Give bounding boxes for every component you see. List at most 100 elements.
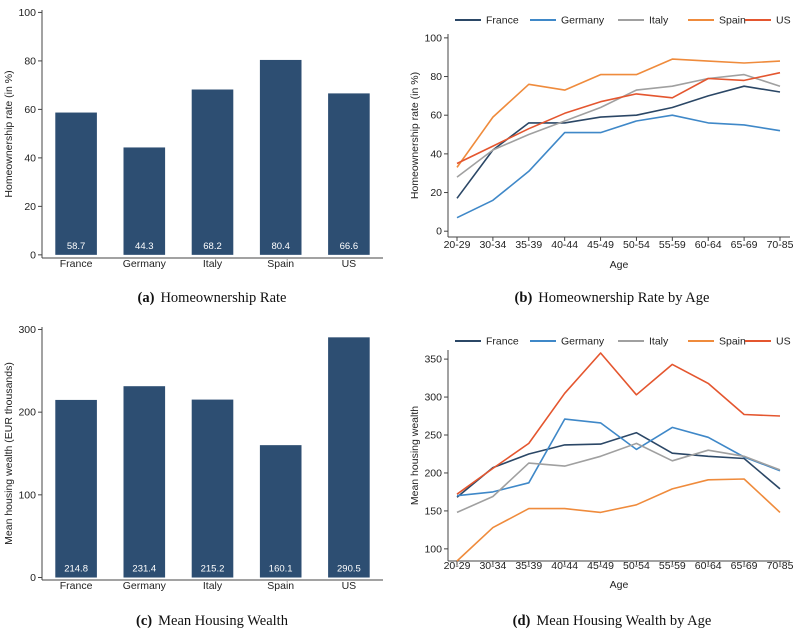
- y-tick-label: 40: [430, 148, 442, 160]
- legend-label-us: US: [776, 336, 791, 348]
- y-axis-label: Homeownership rate (in %): [3, 70, 15, 197]
- x-axis-label: Age: [610, 259, 629, 271]
- x-tick-label: Italy: [203, 580, 223, 592]
- x-tick-label: US: [342, 258, 357, 270]
- caption-letter: (c): [136, 613, 152, 629]
- y-tick-label: 300: [18, 324, 36, 336]
- y-axis-label: Mean housing wealth: [409, 406, 421, 505]
- legend-label-spain: Spain: [719, 15, 746, 27]
- legend-label-italy: Italy: [649, 336, 669, 348]
- bar-italy: [191, 89, 234, 255]
- bar-us: [328, 93, 370, 255]
- panel-mean-housing-wealth-by-age: 100 150 200 250 300 350 Mean housing wealth 20-…: [409, 336, 794, 630]
- x-tick-label: 20-29: [444, 239, 471, 251]
- series-line-italy: [456, 73, 781, 178]
- x-axis-label: Age: [610, 579, 629, 591]
- caption-text: Homeownership Rate: [160, 290, 286, 306]
- y-tick-label: 20: [24, 201, 36, 213]
- x-tick-label: Spain: [267, 580, 294, 592]
- caption: (b) Homeownership Rate by Age: [515, 290, 710, 306]
- y-tick-label: 100: [18, 7, 36, 19]
- caption-text: Mean Housing Wealth: [158, 613, 289, 629]
- y-tick-label: 0: [30, 572, 36, 584]
- bar-value-label: 215.2: [201, 564, 225, 575]
- caption-letter: (a): [138, 290, 155, 306]
- y-tick-label: 350: [424, 354, 442, 366]
- x-tick-label: Italy: [203, 258, 223, 270]
- x-tick-label: 50-54: [623, 239, 650, 251]
- bar-spain: [259, 59, 302, 255]
- bar-value-label: 68.2: [203, 241, 222, 252]
- y-tick-label: 200: [424, 467, 442, 479]
- caption-letter: (b): [515, 290, 533, 306]
- legend-label-germany: Germany: [561, 336, 605, 348]
- bar-value-label: 80.4: [271, 241, 290, 252]
- x-tick-label: 35-39: [515, 560, 542, 572]
- caption: (c) Mean Housing Wealth: [136, 613, 289, 629]
- panel-homeownership-rate-by-age: 0 20 40 60 80 100 Homeownership rate (in %) 20-…: [409, 15, 794, 307]
- bar-value-label: 231.4: [132, 564, 156, 575]
- y-tick-label: 100: [424, 543, 442, 555]
- series-line-us: [456, 352, 781, 495]
- x-tick-label: 40-44: [551, 560, 578, 572]
- x-tick-label: 65-69: [731, 560, 758, 572]
- x-tick-label: Germany: [123, 258, 167, 270]
- x-tick-label: France: [60, 258, 93, 270]
- y-axis-label: Homeownership rate (in %): [409, 72, 421, 199]
- y-tick-label: 0: [30, 249, 36, 261]
- series-line-us: [456, 71, 781, 165]
- series-line-france: [456, 85, 781, 199]
- y-tick-label: 60: [24, 104, 36, 116]
- bar-spain: [259, 445, 302, 578]
- series-line-spain: [456, 58, 781, 168]
- caption-text: Mean Housing Wealth by Age: [536, 613, 711, 629]
- y-tick-label: 250: [424, 430, 442, 442]
- legend-label-italy: Italy: [649, 15, 669, 27]
- bar-value-label: 58.7: [67, 241, 86, 252]
- bar-germany: [123, 147, 166, 255]
- x-tick-label: France: [60, 580, 93, 592]
- series-line-spain: [456, 478, 781, 562]
- x-tick-label: 70-85: [767, 239, 794, 251]
- x-tick-label: 45-49: [587, 560, 614, 572]
- bar-france: [55, 399, 97, 578]
- caption-letter: (d): [513, 613, 531, 629]
- series-line-germany: [456, 114, 781, 219]
- x-tick-label: 20-29: [444, 560, 471, 572]
- series-line-italy: [456, 442, 781, 514]
- panel-homeownership-rate: 0 20 40 60 80 100 Homeownership rate (in %) 58.…: [3, 7, 383, 306]
- bar-value-label: 160.1: [269, 564, 293, 575]
- legend-label-us: US: [776, 15, 791, 27]
- y-tick-label: 300: [424, 392, 442, 404]
- bar-germany: [123, 386, 166, 578]
- bar-value-label: 290.5: [337, 564, 361, 575]
- x-tick-label: 60-64: [695, 239, 722, 251]
- bar-us: [328, 337, 370, 578]
- legend-label-germany: Germany: [561, 15, 605, 27]
- y-tick-label: 80: [24, 55, 36, 67]
- x-tick-label: 50-54: [623, 560, 650, 572]
- x-tick-label: Germany: [123, 580, 167, 592]
- legend-label-spain: Spain: [719, 336, 746, 348]
- bar-value-label: 44.3: [135, 241, 154, 252]
- bar-value-label: 66.6: [340, 241, 359, 252]
- y-tick-label: 60: [430, 110, 442, 122]
- caption: (d) Mean Housing Wealth by Age: [513, 613, 712, 629]
- x-tick-label: 45-49: [587, 239, 614, 251]
- caption: (a) Homeownership Rate: [138, 290, 287, 306]
- x-tick-label: 55-59: [659, 560, 686, 572]
- x-tick-label: Spain: [267, 258, 294, 270]
- y-tick-label: 150: [424, 505, 442, 517]
- x-tick-label: 65-69: [731, 239, 758, 251]
- x-tick-label: 40-44: [551, 239, 578, 251]
- bar-france: [55, 112, 97, 255]
- x-tick-label: 55-59: [659, 239, 686, 251]
- y-tick-label: 200: [18, 407, 36, 419]
- x-tick-label: US: [342, 580, 357, 592]
- series-line-france: [456, 431, 781, 498]
- x-tick-label: 30-34: [479, 560, 506, 572]
- y-tick-label: 40: [24, 152, 36, 164]
- caption-text: Homeownership Rate by Age: [538, 290, 709, 306]
- x-tick-label: 70-85: [767, 560, 794, 572]
